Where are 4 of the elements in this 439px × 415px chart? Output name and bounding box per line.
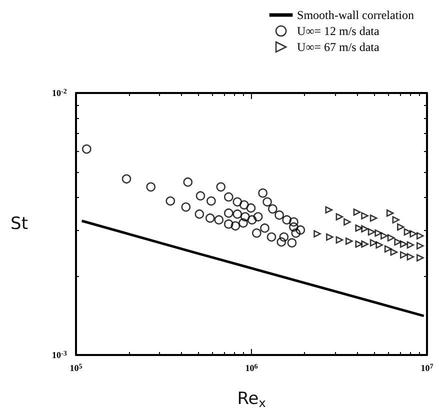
legend-label: U∞= 67 m/s data	[297, 40, 380, 54]
legend-label: U∞= 12 m/s data	[297, 24, 380, 38]
y-axis-title: St	[10, 214, 28, 234]
legend-label: Smooth-wall correlation	[297, 8, 414, 22]
